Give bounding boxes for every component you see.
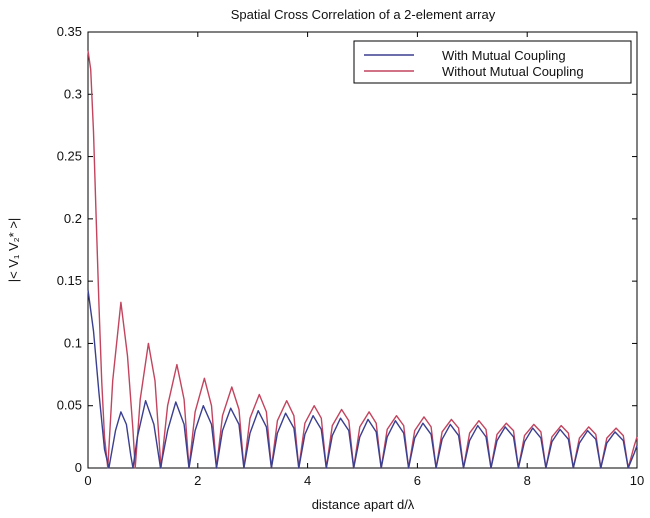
x-tick-label: 4 bbox=[304, 473, 311, 488]
chart-title: Spatial Cross Correlation of a 2-element… bbox=[231, 7, 496, 22]
y-tick-label: 0.3 bbox=[64, 86, 82, 101]
series-line-with-mutual-coupling bbox=[87, 289, 638, 469]
x-axis-label: distance apart d/λ bbox=[312, 497, 415, 512]
y-axis: 0 0.05 0.1 0.15 0.2 0.25 0.3 0.35 bbox=[57, 24, 637, 475]
x-tick-label: 6 bbox=[414, 473, 421, 488]
y-tick-label: 0.1 bbox=[64, 335, 82, 350]
y-tick-label: 0.35 bbox=[57, 24, 82, 39]
x-tick-label: 8 bbox=[524, 473, 531, 488]
legend-label: With Mutual Coupling bbox=[442, 48, 566, 63]
y-tick-label: 0.2 bbox=[64, 211, 82, 226]
plot-area bbox=[87, 31, 638, 469]
y-tick-label: 0 bbox=[75, 460, 82, 475]
series-group bbox=[87, 50, 638, 469]
series-line-without-mutual-coupling bbox=[87, 50, 638, 469]
y-axis-label: |< V₁ V₂* >| bbox=[6, 218, 21, 283]
legend-box bbox=[353, 40, 632, 84]
x-tick-label: 10 bbox=[630, 473, 644, 488]
x-tick-label: 0 bbox=[84, 473, 91, 488]
y-tick-label: 0.15 bbox=[57, 273, 82, 288]
y-tick-label: 0.05 bbox=[57, 398, 82, 413]
x-tick-label: 2 bbox=[194, 473, 201, 488]
x-axis: 0 2 4 6 8 10 bbox=[84, 32, 644, 488]
legend-label: Without Mutual Coupling bbox=[442, 64, 584, 79]
y-tick-label: 0.25 bbox=[57, 149, 82, 164]
